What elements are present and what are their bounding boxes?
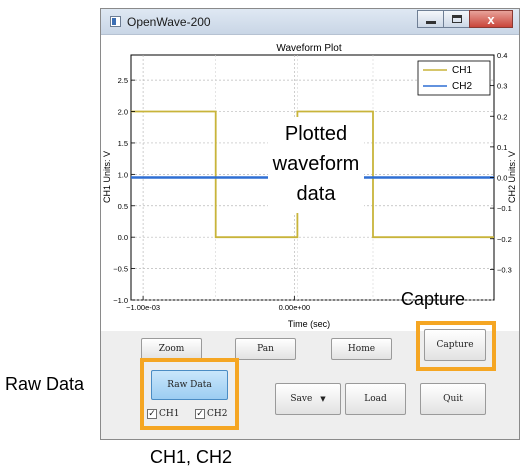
x-tick-label: −1.00e-03 <box>126 303 160 312</box>
ch1-checkbox-label: CH1 <box>159 409 180 419</box>
app-icon <box>110 16 121 27</box>
left-tick-label: 2.0 <box>118 108 128 117</box>
x-axis-label: Time (sec) <box>288 319 330 329</box>
right-tick-label: 0.3 <box>497 82 507 91</box>
annotation-background <box>268 117 364 213</box>
minimize-icon <box>425 20 436 24</box>
left-tick-label: 0.5 <box>118 202 128 211</box>
capture-highlight <box>416 321 496 371</box>
ch2-check-icon: ✓ <box>195 408 205 419</box>
left-tick-label: 1.5 <box>118 139 128 148</box>
left-tick-label: −1.0 <box>113 296 128 305</box>
window-title: OpenWave-200 <box>127 15 211 29</box>
x-tick-label: 0.00e+00 <box>279 303 311 312</box>
raw-data-highlight <box>140 358 239 430</box>
minimize-button[interactable] <box>417 10 444 28</box>
raw-data-button[interactable]: Raw Data <box>151 370 228 400</box>
home-button[interactable]: Home <box>331 338 392 360</box>
legend-label-ch2: CH2 <box>452 81 472 92</box>
load-button[interactable]: Load <box>345 383 406 415</box>
y-axis-left-label: CH1 Units: V <box>102 151 112 203</box>
left-tick-label: −0.5 <box>113 265 128 274</box>
ch1-check-icon: ✓ <box>147 408 157 419</box>
legend-label-ch1: CH1 <box>452 65 472 76</box>
window-controls: x <box>417 10 513 28</box>
ch1-checkbox[interactable]: ✓ CH1 <box>147 409 179 419</box>
annotation-line-2: waveform <box>272 153 360 175</box>
x-axis: −1.00e-03 0.00e+00 <box>126 296 310 312</box>
raw-data-callout: Raw Data <box>5 374 85 394</box>
right-tick-label: 0.0 <box>497 174 507 183</box>
right-tick-label: −0.1 <box>497 204 512 213</box>
ch2-checkbox-label: CH2 <box>207 409 228 419</box>
pan-button[interactable]: Pan <box>235 338 296 360</box>
quit-button[interactable]: Quit <box>420 383 486 415</box>
close-icon: x <box>487 11 495 27</box>
right-tick-label: −0.3 <box>497 265 512 274</box>
chevron-down-icon: ▼ <box>320 395 326 403</box>
legend: CH1 CH2 <box>417 60 491 96</box>
legend-box <box>417 60 491 96</box>
channels-callout: CH1, CH2 <box>150 447 233 467</box>
left-tick-label: 1.0 <box>118 170 128 179</box>
maximize-icon <box>451 15 462 23</box>
plot-annotation: Plotted waveform data <box>268 119 364 209</box>
left-axis: 2.5 2.0 1.5 1.0 0.5 0.0 −0.5 −1.0 <box>113 76 135 305</box>
right-tick-label: −0.2 <box>497 235 512 244</box>
zoom-button[interactable]: Zoom <box>141 338 202 360</box>
app-window: OpenWave-200 x Waveform Plot 2.5 2.0 1.5 1.… <box>100 8 520 440</box>
left-tick-label: 0.0 <box>118 233 128 242</box>
plot-title: Waveform Plot <box>276 43 341 54</box>
close-button[interactable]: x <box>469 10 513 28</box>
right-tick-label: 0.2 <box>497 112 507 121</box>
annotation-line-3: data <box>296 183 336 205</box>
maximize-button[interactable] <box>443 10 470 28</box>
annotation-line-1: Plotted <box>284 123 348 145</box>
right-tick-label: 0.4 <box>497 51 507 60</box>
save-button[interactable]: Save ▼ <box>275 383 341 415</box>
y-axis-right-label: CH2 Units: V <box>507 151 517 203</box>
left-tick-label: 2.5 <box>118 76 128 85</box>
capture-button[interactable]: Capture <box>424 329 486 361</box>
right-axis: 0.4 0.3 0.2 0.1 0.0 −0.1 −0.2 −0.3 <box>490 51 512 274</box>
title-bar: OpenWave-200 x <box>101 9 519 35</box>
save-label: Save <box>290 394 313 404</box>
ch2-checkbox[interactable]: ✓ CH2 <box>195 409 227 419</box>
right-tick-label: 0.1 <box>497 143 507 152</box>
capture-callout: Capture <box>401 289 466 309</box>
